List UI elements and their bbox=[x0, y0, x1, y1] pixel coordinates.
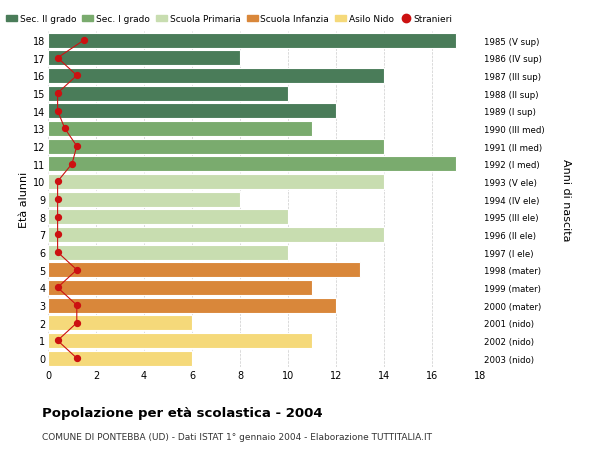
Point bbox=[53, 90, 62, 97]
Legend: Sec. II grado, Sec. I grado, Scuola Primaria, Scuola Infanzia, Asilo Nido, Stran: Sec. II grado, Sec. I grado, Scuola Prim… bbox=[6, 15, 453, 24]
Bar bbox=[48, 263, 360, 278]
Bar bbox=[48, 192, 240, 207]
Point bbox=[72, 319, 82, 327]
Bar bbox=[48, 228, 384, 242]
Point bbox=[67, 161, 77, 168]
Point bbox=[53, 337, 62, 344]
Point bbox=[53, 231, 62, 239]
Bar bbox=[48, 122, 312, 137]
Bar bbox=[48, 139, 384, 154]
Point bbox=[72, 73, 82, 80]
Bar bbox=[48, 351, 192, 366]
Bar bbox=[48, 333, 312, 348]
Point bbox=[53, 213, 62, 221]
Point bbox=[72, 267, 82, 274]
Bar bbox=[48, 298, 336, 313]
Bar bbox=[48, 210, 288, 225]
Point bbox=[53, 196, 62, 203]
Bar bbox=[48, 69, 384, 84]
Bar bbox=[48, 316, 192, 330]
Text: Popolazione per età scolastica - 2004: Popolazione per età scolastica - 2004 bbox=[42, 406, 323, 419]
Bar bbox=[48, 34, 456, 49]
Y-axis label: Età alunni: Età alunni bbox=[19, 172, 29, 228]
Bar bbox=[48, 245, 288, 260]
Point bbox=[72, 355, 82, 362]
Point bbox=[53, 108, 62, 115]
Bar bbox=[48, 104, 336, 119]
Bar bbox=[48, 51, 240, 66]
Bar bbox=[48, 174, 384, 190]
Point bbox=[53, 249, 62, 256]
Point bbox=[79, 37, 89, 45]
Bar bbox=[48, 157, 456, 172]
Point bbox=[72, 302, 82, 309]
Point bbox=[53, 284, 62, 291]
Point bbox=[53, 179, 62, 186]
Text: COMUNE DI PONTEBBA (UD) - Dati ISTAT 1° gennaio 2004 - Elaborazione TUTTITALIA.I: COMUNE DI PONTEBBA (UD) - Dati ISTAT 1° … bbox=[42, 432, 432, 442]
Y-axis label: Anni di nascita: Anni di nascita bbox=[562, 158, 571, 241]
Bar bbox=[48, 86, 288, 101]
Point bbox=[60, 125, 70, 133]
Bar bbox=[48, 280, 312, 295]
Point bbox=[72, 143, 82, 151]
Point bbox=[53, 55, 62, 62]
